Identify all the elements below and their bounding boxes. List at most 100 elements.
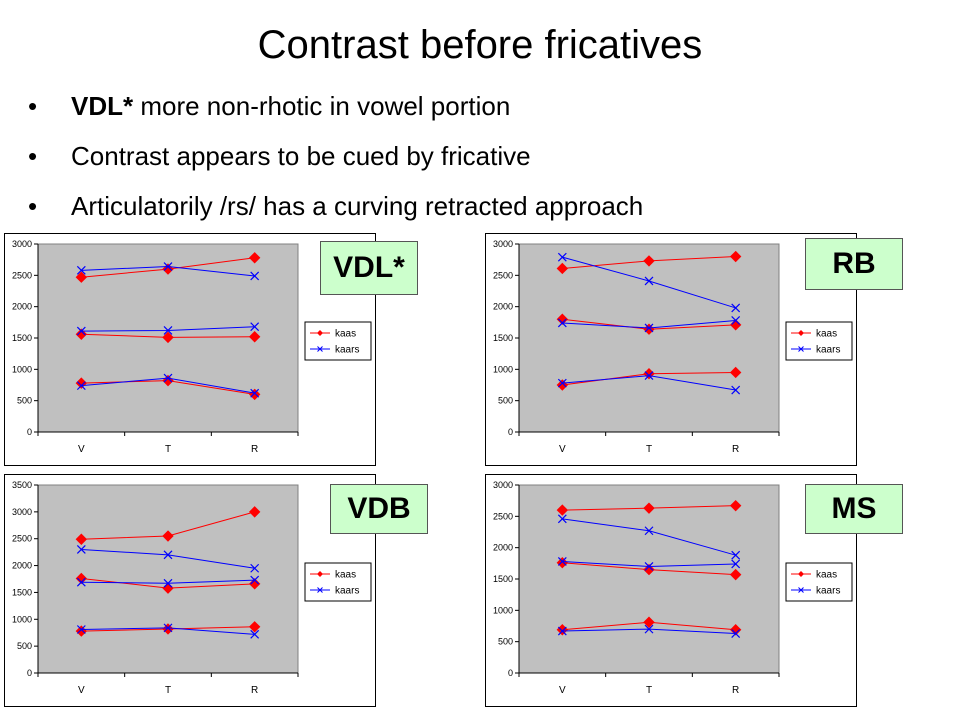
data-point-kaars (250, 563, 260, 573)
data-point-kaars (163, 262, 173, 271)
data-point-kaars (557, 378, 567, 388)
data-point-kaars (250, 575, 260, 585)
legend-marker-kaars (317, 587, 323, 593)
legend-label: kaars (335, 586, 359, 597)
x-tick-label: R (732, 444, 739, 455)
bullet-bold: VDL* (71, 91, 134, 121)
x-tick-label: V (78, 444, 85, 455)
y-tick-label: 1000 (12, 364, 32, 374)
data-point-kaas (248, 578, 261, 590)
data-point-kaars (644, 624, 654, 634)
y-tick-label: 3000 (493, 480, 513, 490)
data-point-kaars (731, 559, 741, 569)
x-tick-label: V (559, 685, 566, 696)
data-point-kaas (556, 556, 569, 569)
y-tick-label: 0 (508, 427, 513, 437)
data-point-kaars (250, 322, 260, 332)
y-tick-label: 0 (27, 427, 32, 437)
x-tick-label: V (559, 444, 566, 455)
bullet-symbol: • (28, 91, 38, 121)
data-point-kaars (76, 577, 86, 587)
legend-marker-kaars (798, 587, 804, 593)
x-tick-label: T (646, 444, 652, 455)
data-point-kaars (731, 629, 741, 638)
data-point-kaas (75, 328, 88, 340)
legend-label: kaars (816, 345, 840, 356)
data-point-kaars (644, 526, 654, 536)
data-point-kaars (163, 623, 173, 633)
data-point-kaas (729, 499, 742, 512)
data-point-kaars (557, 514, 567, 524)
data-point-kaas (556, 262, 569, 275)
legend-marker-kaas (798, 330, 804, 336)
x-tick-label: V (78, 685, 85, 696)
x-tick-label: R (251, 685, 258, 696)
y-tick-label: 500 (17, 396, 32, 406)
legend-box (785, 562, 853, 602)
speaker-label-vdb: VDB (330, 484, 428, 534)
data-point-kaars (76, 265, 86, 275)
data-point-kaars (163, 373, 173, 383)
data-point-kaas (729, 568, 742, 581)
y-tick-label: 500 (17, 641, 32, 651)
data-point-kaas (75, 271, 88, 283)
data-point-kaars (76, 326, 86, 336)
y-tick-label: 3000 (12, 239, 32, 249)
y-tick-label: 0 (27, 668, 32, 678)
data-point-kaas (556, 504, 569, 516)
legend-box (785, 321, 853, 361)
data-point-kaas (248, 252, 261, 264)
legend-label: kaas (816, 570, 837, 581)
legend-box (304, 562, 372, 602)
data-point-kaars (163, 326, 173, 335)
bullet-symbol: • (28, 191, 38, 221)
x-tick-label: T (646, 685, 652, 696)
data-point-kaars (731, 303, 741, 313)
data-point-kaas (248, 506, 261, 518)
bullet-text: Articulatorily /rs/ has a curving retrac… (71, 191, 644, 221)
data-point-kaars (76, 625, 86, 634)
data-point-kaars (557, 318, 567, 328)
data-point-kaars (76, 545, 86, 554)
y-tick-label: 1500 (12, 587, 32, 597)
data-point-kaars (644, 562, 654, 571)
y-tick-label: 1000 (493, 364, 513, 374)
speaker-label-ms: MS (805, 484, 903, 534)
data-point-kaars (731, 385, 741, 395)
y-tick-label: 1000 (12, 614, 32, 624)
y-tick-label: 2500 (12, 534, 32, 544)
data-point-kaars (76, 381, 86, 391)
data-point-kaars (250, 271, 260, 281)
data-point-kaars (250, 388, 260, 398)
data-point-kaas (162, 623, 174, 635)
y-tick-label: 1000 (493, 605, 513, 615)
y-tick-label: 1500 (493, 574, 513, 584)
y-tick-label: 3000 (12, 507, 32, 517)
legend-box (304, 321, 372, 361)
y-tick-label: 3000 (493, 239, 513, 249)
legend-label: kaars (335, 345, 359, 356)
data-point-kaars (163, 550, 173, 560)
x-tick-label: T (165, 685, 171, 696)
data-point-kaars (644, 276, 654, 286)
data-point-kaars (557, 252, 567, 262)
bullet-symbol: • (28, 141, 38, 171)
data-point-kaars (557, 626, 567, 636)
data-point-kaas (729, 366, 742, 379)
data-point-kaars (250, 629, 260, 639)
data-point-kaas (248, 621, 261, 633)
legend-marker-kaas (798, 571, 804, 577)
speaker-label-vdl: VDL* (320, 241, 418, 295)
data-point-kaars (644, 371, 654, 381)
data-point-kaars (731, 316, 741, 325)
data-point-kaas (248, 331, 261, 343)
data-point-kaars (731, 550, 741, 560)
y-tick-label: 1500 (12, 333, 32, 343)
y-tick-label: 2000 (493, 543, 513, 553)
